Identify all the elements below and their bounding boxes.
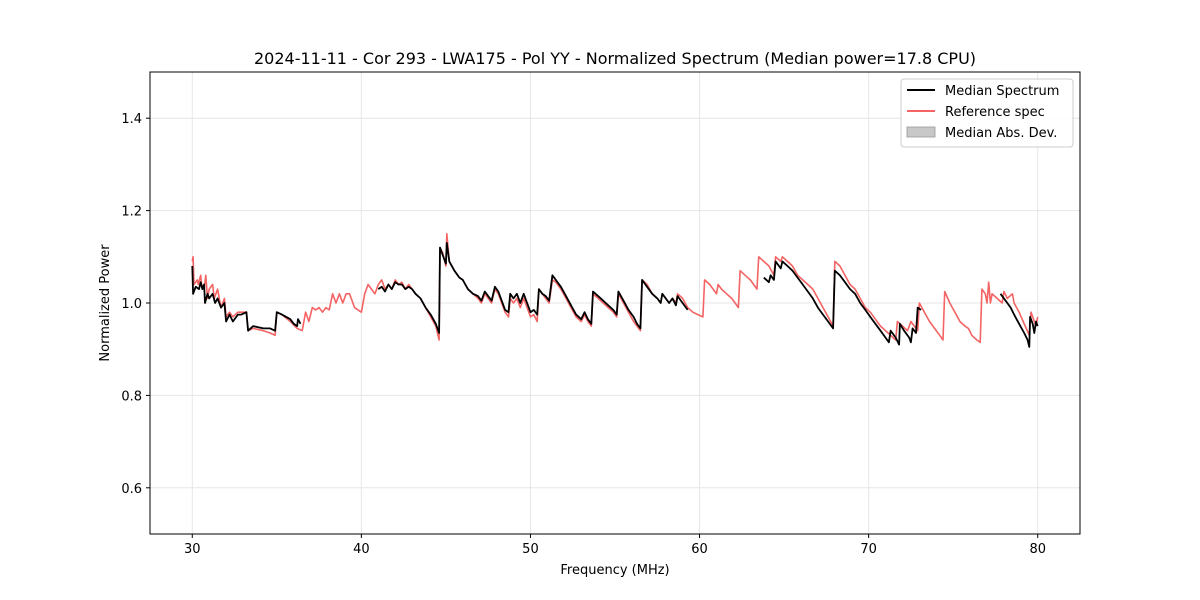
series-layer	[191, 232, 1039, 348]
reference-spec-line	[191, 232, 1039, 344]
grid	[150, 72, 1080, 534]
legend-mad-label: Median Abs. Dev.	[945, 126, 1057, 141]
y-tick-label: 0.6	[121, 482, 142, 497]
median-spectrum-line	[377, 242, 689, 334]
median-spectrum-line	[999, 293, 1039, 348]
legend-reference-label: Reference spec	[945, 105, 1045, 120]
legend-mad-swatch	[906, 126, 936, 138]
legend-box	[900, 78, 1074, 148]
legend: Median Spectrum Reference spec Median Ab…	[900, 78, 1074, 148]
median-spectrum-line	[763, 260, 922, 346]
y-tick-label: 1.0	[121, 297, 142, 312]
y-axis-label: Normalized Power	[98, 244, 113, 362]
ticks: 30 40 50 60 70 80 0.6 0.8 1.0 1.2 1.4	[121, 112, 1046, 557]
x-axis-label: Frequency (MHz)	[560, 563, 669, 578]
x-tick-label: 70	[860, 542, 877, 557]
y-tick-label: 1.2	[121, 205, 142, 220]
legend-median-label: Median Spectrum	[945, 84, 1059, 99]
x-tick-label: 40	[353, 542, 370, 557]
x-tick-label: 80	[1029, 542, 1046, 557]
x-tick-label: 60	[691, 542, 708, 557]
x-tick-label: 30	[184, 542, 201, 557]
x-tick-label: 50	[522, 542, 539, 557]
y-tick-label: 0.8	[121, 389, 142, 404]
y-tick-label: 1.4	[121, 112, 142, 127]
chart-title: 2024-11-11 - Cor 293 - LWA175 - Pol YY -…	[254, 49, 976, 68]
median-spectrum-line	[191, 265, 302, 332]
